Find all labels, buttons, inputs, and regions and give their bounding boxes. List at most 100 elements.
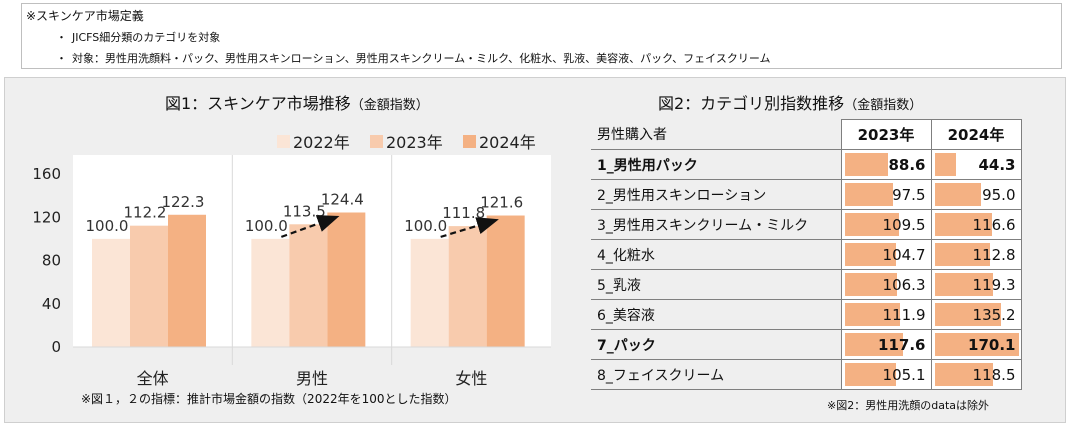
data-bar — [934, 243, 991, 266]
data-bar — [934, 153, 957, 176]
data-bar — [844, 213, 899, 236]
data-label: 100.0 — [245, 217, 288, 235]
data-label: 112.2 — [124, 204, 167, 222]
value-cell-2024: 44.3 — [930, 149, 1022, 180]
value-cell-2023: 109.5 — [840, 209, 931, 240]
bar-2022年-全体 — [92, 238, 130, 347]
bar-group: 100.0112.2122.3100.0113.5124.4100.0111.8… — [86, 190, 525, 347]
definition-title: ※スキンケア市場定義 — [26, 9, 144, 23]
category-label: 8_フェイスクリーム — [591, 359, 841, 390]
bullet: ・ — [56, 31, 67, 44]
data-bar — [934, 213, 993, 236]
table-header-label: 男性購入者 — [591, 119, 841, 150]
table-row: 1_男性用パック 88.6 44.3 — [591, 149, 1022, 180]
value-text: 112.8 — [972, 246, 1016, 264]
chart-legend: 2022年 2023年 2024年 — [277, 133, 536, 152]
data-label: 122.3 — [162, 193, 205, 211]
data-bar — [844, 333, 903, 356]
data-bar — [934, 183, 982, 206]
fig1-title: 図1：スキンケア市場推移（金額指数） — [165, 94, 429, 116]
value-cell-2023: 106.3 — [840, 269, 931, 300]
market-definition-box: ※スキンケア市場定義 ・ JICFS細分類のカテゴリを対象 ・対象：男性用洗顔料・… — [21, 3, 1062, 69]
fig2-title: 図2：カテゴリ別指数推移（金額指数） — [658, 94, 922, 116]
category-label: 2_男性用スキンローション — [591, 179, 841, 210]
legend-label: 2023年 — [386, 133, 443, 152]
definition-item-text: JICFS細分類のカテゴリを対象 — [72, 31, 221, 44]
bar-2022年-女性 — [410, 238, 449, 347]
value-text: 97.5 — [892, 186, 926, 204]
table-row: 6_美容液 111.9 135.2 — [591, 299, 1022, 330]
value-text: 118.5 — [972, 366, 1016, 384]
category-label: 4_化粧水 — [591, 239, 841, 270]
table-footnote: ※図2：男性用洗顔のdataは除外 — [827, 399, 989, 412]
legend-swatch — [277, 135, 290, 148]
table-row: 4_化粧水 104.7 112.8 — [591, 239, 1022, 270]
data-bar — [844, 363, 897, 386]
value-cell-2023: 105.1 — [840, 359, 931, 390]
legend-swatch — [370, 135, 383, 148]
definition-item: ・ JICFS細分類のカテゴリを対象 — [56, 31, 220, 45]
x-axis: 全体 男性 女性 — [73, 155, 551, 388]
fig1-title-text: 図1：スキンケア市場推移 — [165, 94, 351, 113]
value-text: 135.2 — [972, 306, 1016, 324]
value-text: 44.3 — [978, 156, 1016, 174]
value-text: 109.5 — [882, 216, 926, 234]
data-bar — [934, 303, 1002, 326]
category-label: 5_乳液 — [591, 269, 841, 300]
legend-label: 2022年 — [293, 133, 350, 152]
y-tick-label: 160 — [32, 165, 61, 183]
table-row: 5_乳液 106.3 119.3 — [591, 269, 1022, 300]
bar-2023年-女性 — [448, 226, 487, 347]
value-cell-2023: 88.6 — [840, 149, 931, 180]
value-text: 106.3 — [882, 276, 926, 294]
data-bar — [934, 273, 994, 296]
data-bar — [844, 243, 897, 266]
fig-footnote: ※図１，２の指標：推計市場金額の指数（2022年を100とした指数） — [81, 392, 457, 406]
value-cell-2024: 135.2 — [930, 299, 1022, 330]
value-text: 170.1 — [968, 336, 1016, 354]
data-label: 100.0 — [86, 217, 129, 235]
category-label: 3_男性用スキンクリーム・ミルク — [591, 209, 841, 240]
data-bar — [934, 363, 994, 386]
value-cell-2024: 170.1 — [930, 329, 1022, 360]
data-bar — [844, 303, 900, 326]
bar-2022年-男性 — [251, 238, 290, 347]
value-cell-2024: 95.0 — [930, 179, 1022, 210]
y-axis: 0 40 80 120 160 — [32, 165, 61, 356]
y-tick-label: 80 — [42, 252, 61, 270]
value-cell-2023: 117.6 — [840, 329, 931, 360]
fig1-subtitle: （金額指数） — [350, 98, 429, 113]
x-category-label: 女性 — [455, 369, 487, 388]
value-cell-2024: 119.3 — [930, 269, 1022, 300]
bar-2024年-女性 — [486, 215, 525, 347]
data-bar — [844, 273, 897, 296]
bullet: ・ — [56, 52, 67, 65]
category-index-table: 男性購入者 2023年 2024年 1_男性用パック 88.6 44.3 2_男性用ス… — [591, 119, 1022, 390]
data-bar — [844, 153, 889, 176]
y-tick-label: 120 — [32, 208, 61, 226]
data-label: 113.5 — [283, 202, 326, 220]
table-row: 8_フェイスクリーム 105.1 118.5 — [591, 359, 1022, 390]
table-row: 7_パック 117.6 170.1 — [591, 329, 1022, 360]
value-text: 105.1 — [882, 366, 926, 384]
figures-panel: 図1：スキンケア市場推移（金額指数） 図2：カテゴリ別指数推移（金額指数） 20… — [4, 77, 1066, 423]
value-text: 104.7 — [882, 246, 926, 264]
fig2-title-text: 図2：カテゴリ別指数推移 — [658, 94, 845, 113]
legend-label: 2024年 — [479, 133, 536, 152]
data-label: 111.8 — [442, 204, 485, 222]
category-label: 6_美容液 — [591, 299, 841, 330]
table-body: 1_男性用パック 88.6 44.3 2_男性用スキンローション 97.5 95.0 3_男… — [591, 149, 1022, 390]
y-tick-label: 40 — [42, 295, 61, 313]
data-label: 100.0 — [404, 217, 447, 235]
column-header-2024: 2024年 — [930, 119, 1022, 150]
value-cell-2023: 111.9 — [840, 299, 931, 330]
definition-item: ・対象：男性用洗顔料・パック、男性用スキンローション、男性用スキンクリーム・ミル… — [56, 52, 771, 66]
bar-2024年-全体 — [168, 214, 206, 347]
column-header-2023: 2023年 — [840, 119, 931, 150]
table-row: 3_男性用スキンクリーム・ミルク 109.5 116.6 — [591, 209, 1022, 240]
table-header-row: 男性購入者 2023年 2024年 — [591, 119, 1022, 150]
data-label: 121.6 — [480, 194, 523, 212]
definition-item-text: 対象：男性用洗顔料・パック、男性用スキンローション、男性用スキンクリーム・ミルク… — [72, 52, 771, 65]
legend-swatch — [463, 135, 476, 148]
